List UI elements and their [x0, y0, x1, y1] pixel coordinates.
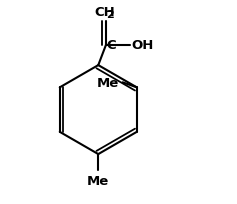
Text: OH: OH	[131, 39, 154, 52]
Text: Me: Me	[96, 76, 118, 89]
Text: Me: Me	[87, 174, 109, 187]
Text: CH: CH	[95, 6, 116, 19]
Text: C: C	[107, 39, 116, 52]
Text: 2: 2	[107, 10, 114, 20]
